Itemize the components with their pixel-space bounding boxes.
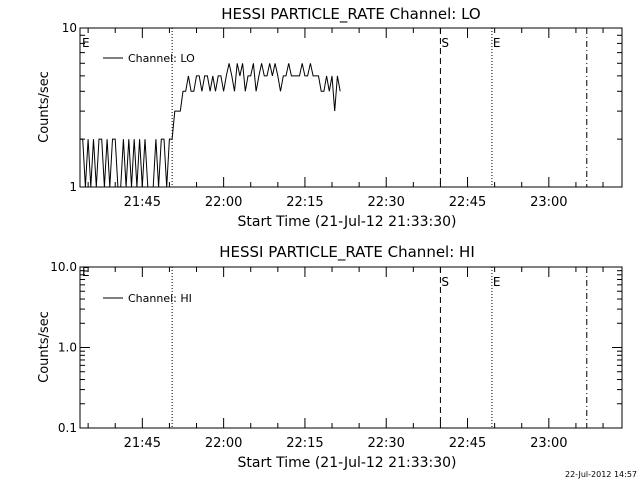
panel-hi: HESSI PARTICLE_RATE Channel: HI 0.1 1.0 10…: [37, 243, 623, 471]
vertical-marker-label: S: [441, 275, 449, 289]
y-tick-label: 1.0: [58, 341, 77, 355]
y-axis-label: Counts/sec: [37, 311, 52, 383]
plot-frame: [79, 27, 623, 188]
x-tick-label: 22:00: [205, 436, 242, 451]
y-tick-label: 0.1: [58, 421, 77, 435]
x-tick-label: 21:45: [124, 436, 161, 451]
legend: Channel: LO: [103, 52, 195, 65]
x-axis-ticks: 21:45 22:00 22:15 22:30 22:45 23:00: [87, 267, 604, 451]
y-axis-ticks: 1 10: [62, 21, 622, 194]
panel-lo: HESSI PARTICLE_RATE Channel: LO 1 10 21:4…: [37, 5, 623, 230]
legend-entry: Channel: HI: [128, 292, 192, 305]
x-tick-label: 22:45: [449, 195, 486, 210]
x-tick-label: 21:45: [124, 195, 161, 210]
edge-marker-label: E: [82, 265, 90, 279]
chart-title: HESSI PARTICLE_RATE Channel: HI: [219, 243, 475, 262]
x-tick-label: 23:00: [530, 195, 567, 210]
x-tick-label: 22:15: [286, 436, 323, 451]
y-tick-label: 10: [62, 21, 77, 35]
vertical-marker-label: E: [493, 275, 501, 289]
y-tick-label: 10.0: [50, 260, 77, 274]
footer-timestamp: 22-Jul-2012 14:57: [565, 470, 637, 479]
y-axis-label: Counts/sec: [37, 71, 52, 143]
chart-title: HESSI PARTICLE_RATE Channel: LO: [221, 5, 480, 24]
legend: Channel: HI: [103, 292, 192, 305]
data-series: [80, 63, 341, 188]
y-tick-label: 1: [69, 180, 77, 194]
vertical-marker-label: S: [441, 36, 449, 50]
x-tick-label: 22:30: [367, 195, 404, 210]
x-tick-label: 22:30: [367, 436, 404, 451]
x-axis-ticks: 21:45 22:00 22:15 22:30 22:45 23:00: [87, 28, 604, 210]
vertical-marker-label: E: [493, 36, 501, 50]
y-axis-ticks: 0.1 1.0 10.0: [50, 260, 622, 435]
series-line: [80, 63, 341, 188]
x-tick-label: 22:00: [205, 195, 242, 210]
legend-entry: Channel: LO: [128, 52, 195, 65]
x-tick-label: 23:00: [530, 436, 567, 451]
edge-marker-label: E: [82, 36, 90, 50]
x-axis-label: Start Time (21-Jul-12 21:33:30): [237, 455, 456, 471]
x-tick-label: 22:45: [449, 436, 486, 451]
x-axis-label: Start Time (21-Jul-12 21:33:30): [237, 214, 456, 230]
x-tick-label: 22:15: [286, 195, 323, 210]
